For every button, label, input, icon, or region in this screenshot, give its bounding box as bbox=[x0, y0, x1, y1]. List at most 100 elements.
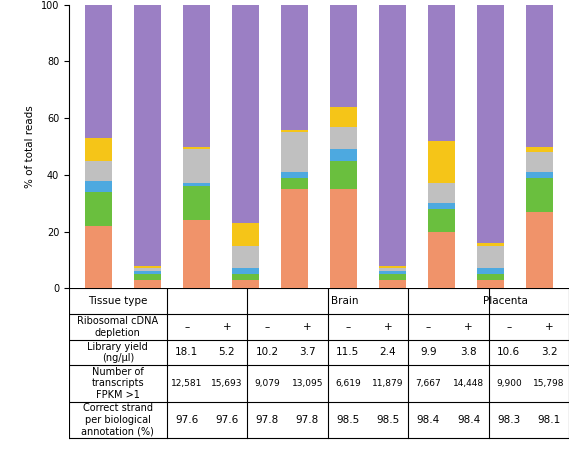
Bar bbox=[428, 203, 455, 209]
Text: 12,581: 12,581 bbox=[171, 379, 202, 388]
Text: Placenta: Placenta bbox=[483, 296, 528, 306]
Text: 7,667: 7,667 bbox=[415, 379, 441, 388]
Title: Distribution of Reads in Libraries from Human Tissues: Distribution of Reads in Libraries from … bbox=[139, 0, 499, 2]
Bar bbox=[183, 220, 210, 288]
Text: +: + bbox=[464, 322, 473, 332]
Text: 9,900: 9,900 bbox=[496, 379, 522, 388]
Text: Correct strand
per biological
annotation (%): Correct strand per biological annotation… bbox=[81, 404, 154, 436]
Bar bbox=[330, 5, 357, 107]
Text: –: – bbox=[345, 322, 350, 332]
Bar bbox=[183, 183, 210, 186]
Bar bbox=[379, 274, 406, 280]
Text: 11.5: 11.5 bbox=[336, 347, 359, 357]
Text: 97.8: 97.8 bbox=[256, 415, 279, 425]
Bar bbox=[232, 268, 259, 274]
Bar bbox=[477, 243, 504, 246]
Bar bbox=[330, 161, 357, 189]
Bar bbox=[526, 178, 553, 212]
Text: 3.2: 3.2 bbox=[541, 347, 557, 357]
Text: 5.2: 5.2 bbox=[218, 347, 235, 357]
Bar bbox=[85, 138, 112, 161]
Bar bbox=[134, 274, 161, 280]
Bar bbox=[281, 178, 308, 189]
Text: 13,095: 13,095 bbox=[292, 379, 323, 388]
Bar bbox=[379, 271, 406, 274]
Text: +: + bbox=[384, 322, 392, 332]
Text: –: – bbox=[264, 322, 270, 332]
Text: –: – bbox=[506, 322, 512, 332]
Bar bbox=[134, 266, 161, 268]
Text: Number of
transcripts
FPKM >1: Number of transcripts FPKM >1 bbox=[91, 367, 144, 400]
Text: 3.7: 3.7 bbox=[299, 347, 316, 357]
Text: +: + bbox=[545, 322, 553, 332]
Text: 98.5: 98.5 bbox=[336, 415, 359, 425]
Bar bbox=[526, 5, 553, 147]
Bar bbox=[281, 132, 308, 172]
Text: 10.2: 10.2 bbox=[256, 347, 279, 357]
Text: Library yield
(ng/μl): Library yield (ng/μl) bbox=[87, 342, 148, 363]
Bar bbox=[85, 180, 112, 192]
Text: Ribosomal cDNA
depletion: Ribosomal cDNA depletion bbox=[77, 316, 158, 337]
Bar bbox=[526, 212, 553, 288]
Text: 98.4: 98.4 bbox=[417, 415, 440, 425]
Text: 11,879: 11,879 bbox=[372, 379, 404, 388]
Bar bbox=[428, 232, 455, 288]
Text: 10.6: 10.6 bbox=[497, 347, 520, 357]
Bar bbox=[330, 127, 357, 149]
Bar bbox=[477, 280, 504, 288]
Bar bbox=[85, 192, 112, 226]
Text: 98.3: 98.3 bbox=[497, 415, 520, 425]
Text: 97.8: 97.8 bbox=[296, 415, 319, 425]
Text: 97.6: 97.6 bbox=[215, 415, 239, 425]
Bar bbox=[526, 147, 553, 152]
Bar bbox=[232, 246, 259, 268]
Bar bbox=[183, 5, 210, 147]
Bar bbox=[428, 183, 455, 203]
Text: 98.1: 98.1 bbox=[538, 415, 561, 425]
Text: –: – bbox=[426, 322, 431, 332]
Bar bbox=[183, 149, 210, 183]
Bar bbox=[281, 172, 308, 178]
Bar bbox=[477, 5, 504, 243]
Bar bbox=[134, 280, 161, 288]
Bar bbox=[428, 209, 455, 232]
Text: 15,693: 15,693 bbox=[211, 379, 243, 388]
Bar bbox=[232, 223, 259, 246]
Bar bbox=[183, 186, 210, 220]
Bar bbox=[281, 5, 308, 129]
Text: Brain: Brain bbox=[331, 296, 358, 306]
Bar bbox=[330, 107, 357, 127]
Bar bbox=[477, 274, 504, 280]
Text: 2.4: 2.4 bbox=[380, 347, 396, 357]
Bar bbox=[281, 189, 308, 288]
Bar bbox=[330, 189, 357, 288]
Bar bbox=[477, 268, 504, 274]
Bar bbox=[379, 266, 406, 268]
Y-axis label: % of total reads: % of total reads bbox=[25, 105, 35, 188]
Bar bbox=[526, 172, 553, 178]
Bar bbox=[477, 246, 504, 268]
Bar bbox=[85, 161, 112, 180]
Bar bbox=[428, 141, 455, 183]
Text: 98.4: 98.4 bbox=[457, 415, 480, 425]
Bar bbox=[232, 5, 259, 223]
Text: 97.6: 97.6 bbox=[175, 415, 198, 425]
Bar bbox=[379, 268, 406, 271]
Text: Tissue type: Tissue type bbox=[88, 296, 147, 306]
Bar bbox=[183, 147, 210, 149]
Bar bbox=[134, 268, 161, 271]
Bar bbox=[85, 226, 112, 288]
Text: 18.1: 18.1 bbox=[175, 347, 198, 357]
Bar bbox=[232, 280, 259, 288]
Bar bbox=[379, 280, 406, 288]
Bar bbox=[134, 271, 161, 274]
Text: 15,798: 15,798 bbox=[534, 379, 565, 388]
Text: 3.8: 3.8 bbox=[460, 347, 477, 357]
Bar bbox=[526, 152, 553, 172]
Text: 14,448: 14,448 bbox=[453, 379, 484, 388]
Bar bbox=[330, 149, 357, 161]
Bar bbox=[379, 2, 406, 266]
Bar bbox=[428, 5, 455, 141]
Text: +: + bbox=[303, 322, 312, 332]
Text: 9,079: 9,079 bbox=[254, 379, 280, 388]
